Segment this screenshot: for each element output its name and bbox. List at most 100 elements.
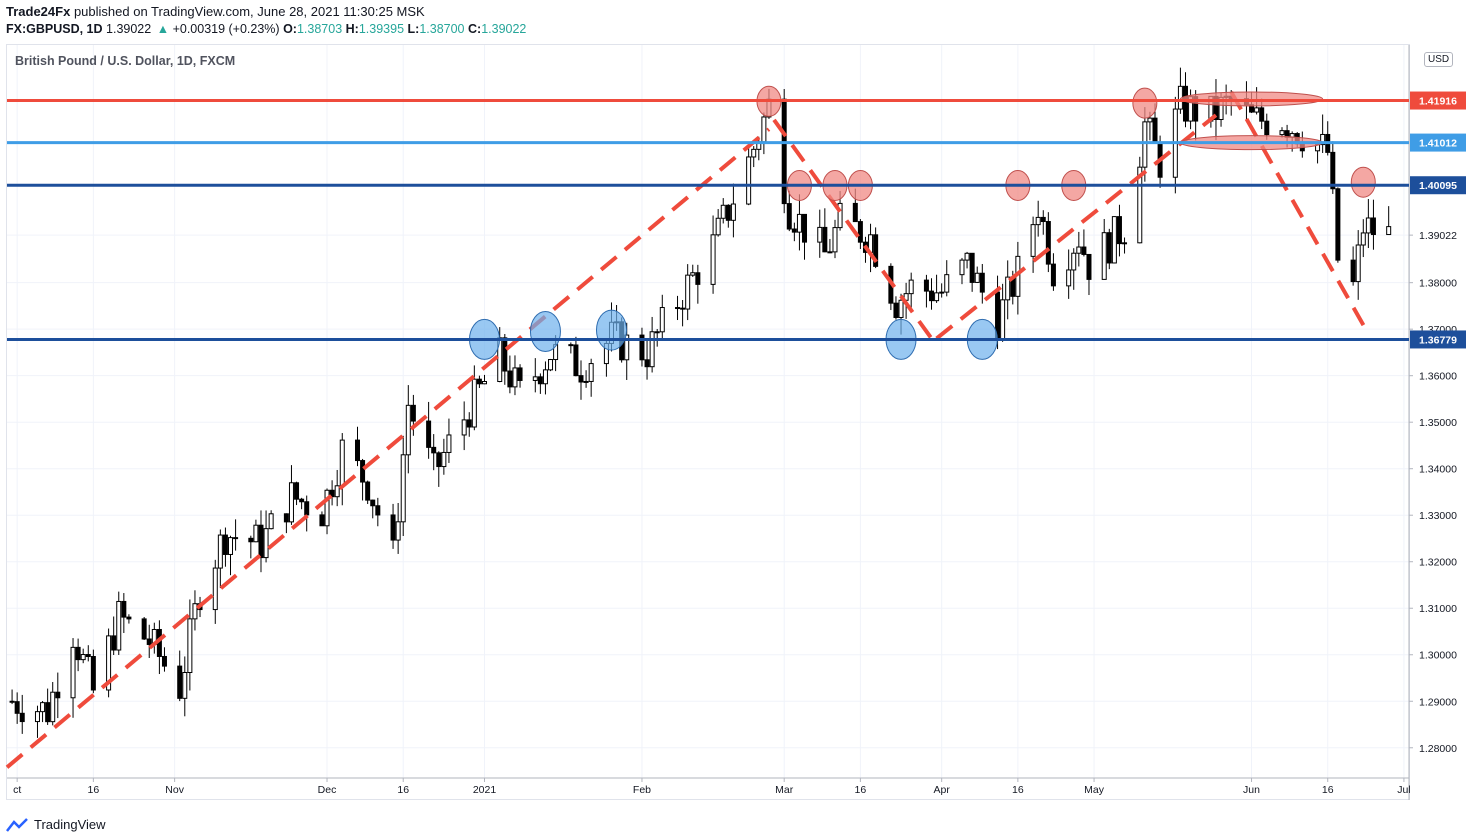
candle-body [222, 534, 228, 555]
y-tick-label: 1.28000 [1419, 743, 1457, 755]
candle-body [624, 334, 630, 361]
candle-body [410, 404, 416, 422]
y-tick-label: 1.30000 [1419, 650, 1457, 662]
candle-body [1035, 216, 1041, 226]
candle-body [9, 700, 15, 703]
candle-body [710, 234, 716, 285]
candle-body [1350, 259, 1356, 283]
trend-dash-line [935, 113, 1218, 341]
candle-body [1086, 253, 1092, 280]
low-value: 1.38700 [419, 22, 465, 36]
candle-body [1330, 151, 1336, 190]
level-badge [1410, 91, 1466, 110]
candle-body [360, 460, 366, 483]
candle-body [675, 307, 681, 310]
candle-body [974, 272, 980, 283]
candle-body [934, 292, 940, 302]
candle-body [1279, 130, 1285, 136]
candle-body [1050, 263, 1056, 287]
candle-body [161, 655, 167, 667]
candle-body [583, 380, 589, 383]
trend-dash-line [772, 118, 934, 340]
candle-body [405, 404, 411, 456]
level-badge [1410, 176, 1466, 195]
candle-body [908, 279, 914, 295]
candle-body [649, 331, 655, 368]
candle-body [50, 691, 56, 723]
currency-badge[interactable]: USD [1424, 52, 1454, 67]
candle-body [106, 635, 112, 691]
candle-body [1122, 242, 1128, 245]
x-tick-label: 16 [88, 784, 100, 796]
candle-body [939, 291, 945, 294]
candle-body [1360, 232, 1366, 246]
candle-body [466, 419, 472, 428]
candle-body [548, 359, 554, 371]
candle-body [1365, 217, 1371, 234]
candle-body [1081, 246, 1087, 255]
candle-body [294, 482, 300, 500]
candle-body [228, 537, 234, 555]
x-tick-label: Mar [775, 784, 794, 796]
candle-body [730, 203, 736, 221]
candle-body [1071, 252, 1077, 271]
price-change: +0.00319 (+0.23%) [172, 22, 280, 36]
candle-body [141, 618, 147, 640]
candle-body [248, 537, 254, 543]
candle-body [969, 252, 975, 283]
candle-body [685, 274, 691, 310]
candle-body [90, 656, 96, 691]
candle-body [822, 226, 828, 253]
chart-title: British Pound / U.S. Dollar, 1D, FXCM [15, 54, 236, 68]
candle-body [837, 202, 843, 229]
x-tick-label: Dec [318, 784, 337, 796]
level-badge [1410, 133, 1466, 152]
candle-body [283, 513, 289, 523]
x-tick-label: 16 [1012, 784, 1024, 796]
y-tick-label: 1.35000 [1419, 417, 1457, 429]
candle-body [532, 376, 538, 381]
candle-body [55, 691, 61, 699]
candle-body [45, 702, 51, 723]
candle-body [34, 711, 40, 723]
x-tick-label: Jun [1243, 784, 1260, 796]
candle-body [182, 672, 188, 699]
candle-body [476, 378, 482, 385]
candle-body [507, 370, 513, 388]
candle-body [1147, 117, 1153, 123]
candle-body [512, 367, 518, 388]
candle-body [441, 451, 447, 468]
candle-body [431, 446, 437, 454]
candle-body [1182, 85, 1188, 122]
candle-body [70, 646, 76, 699]
publisher-name: Trade24Fx [6, 4, 71, 19]
candle-body [690, 272, 696, 276]
y-tick-label: 1.34000 [1419, 464, 1457, 476]
candle-body [1116, 216, 1122, 245]
y-tick-label: 1.31000 [1419, 603, 1457, 615]
level-label: 1.41916 [1419, 96, 1457, 108]
candle-body [1152, 117, 1158, 143]
candle-body [319, 514, 325, 527]
candle-body [1000, 299, 1006, 341]
candle-body [1370, 217, 1376, 236]
candle-body [375, 505, 381, 516]
candle-body [19, 712, 25, 723]
symbol: FX:GBPUSD, 1D [6, 22, 103, 36]
candle-body [893, 302, 899, 318]
y-tick-label: 1.33000 [1419, 510, 1457, 522]
candle-body [720, 204, 726, 219]
candle-body [14, 701, 20, 714]
candle-body [654, 331, 660, 334]
candle-body [85, 654, 91, 658]
level-label: 1.40095 [1419, 180, 1457, 192]
x-tick-label: May [1084, 784, 1105, 796]
candle-body [334, 485, 340, 498]
candle-body [1101, 232, 1107, 280]
range-marker [1179, 91, 1324, 107]
candle-body [852, 202, 858, 223]
candle-body [121, 600, 127, 618]
candle-body [1045, 221, 1051, 265]
support-marker [595, 309, 627, 351]
